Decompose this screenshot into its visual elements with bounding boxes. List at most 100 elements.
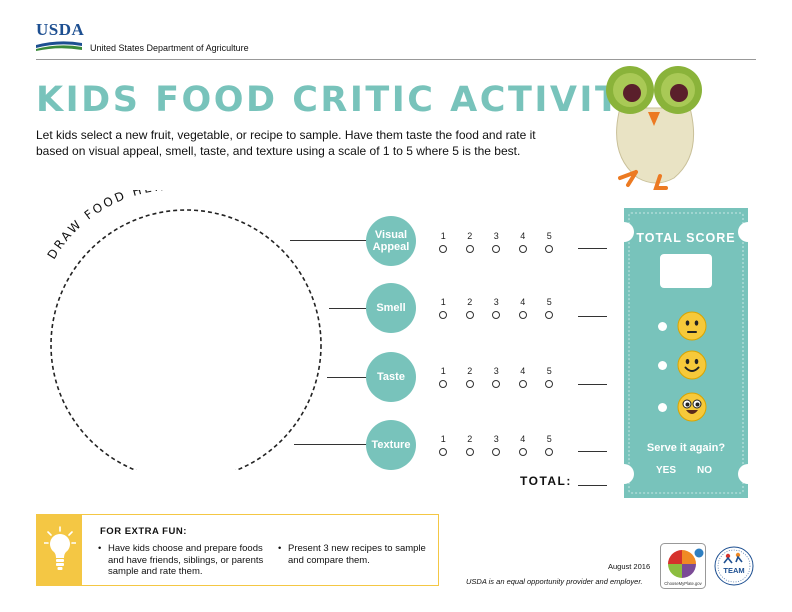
connector-line <box>329 308 370 309</box>
extra-fun-item-text: Have kids choose and prepare foods and h… <box>108 543 264 577</box>
face-option-smile <box>658 350 707 380</box>
scale-number: 3 <box>493 231 499 241</box>
rating-radio[interactable] <box>492 380 501 388</box>
smiling-face-icon <box>677 350 707 380</box>
total-score-box[interactable] <box>660 254 712 288</box>
total-line[interactable] <box>578 485 607 486</box>
total-score-title: TOTAL SCORE <box>636 231 736 245</box>
face-option-love <box>658 392 707 422</box>
rating-radio[interactable] <box>465 380 474 388</box>
header-divider <box>36 59 756 60</box>
equal-opportunity-statement: USDA is an equal opportunity provider an… <box>466 577 643 586</box>
rating-radio[interactable] <box>518 245 527 253</box>
scale-number: 2 <box>467 297 473 307</box>
scale-number: 1 <box>440 231 446 241</box>
extra-fun-item: • Present 3 new recipes to sample and co… <box>278 543 428 566</box>
extra-fun-box <box>36 514 439 586</box>
rating-radio[interactable] <box>492 245 501 253</box>
rating-radio[interactable] <box>439 311 448 319</box>
scale-number: 2 <box>467 366 473 376</box>
rating-radio[interactable] <box>492 311 501 319</box>
neutral-face-icon <box>677 311 707 341</box>
scale-number: 1 <box>440 297 446 307</box>
total-label: TOTAL: <box>520 474 572 488</box>
serve-again-yes[interactable]: YES <box>656 465 677 476</box>
scale-number: 1 <box>440 366 446 376</box>
rating-radio[interactable] <box>492 448 501 456</box>
category-taste: Taste <box>366 352 416 402</box>
score-line-visual-appeal[interactable] <box>578 248 607 249</box>
department-name: United States Department of Agriculture <box>90 43 249 53</box>
draw-food-prompt: DRAW FOOD HERE! <box>45 190 184 262</box>
draw-food-area[interactable]: DRAW FOOD HERE! <box>40 190 330 470</box>
rating-radio[interactable] <box>545 245 554 253</box>
scale-number: 4 <box>520 297 526 307</box>
rating-scale-taste: 1 2 3 4 5 <box>430 366 563 388</box>
rating-scale-smell: 1 2 3 4 5 <box>430 297 563 319</box>
rating-radio[interactable] <box>545 311 554 319</box>
team-nutrition-logo: TEAM <box>714 546 754 586</box>
kiwi-owl-illustration <box>606 66 702 190</box>
heart-eyes-face-icon <box>677 392 707 422</box>
connector-line <box>290 240 370 241</box>
rating-radio[interactable] <box>545 448 554 456</box>
category-texture: Texture <box>366 420 416 470</box>
face-radio[interactable] <box>658 402 667 412</box>
scale-number: 3 <box>493 366 499 376</box>
rating-radio[interactable] <box>545 380 554 388</box>
lightbulb-icon <box>44 526 76 570</box>
rating-radio[interactable] <box>518 448 527 456</box>
intro-text: Let kids select a new fruit, vegetable, … <box>36 128 536 158</box>
serve-again-question: Serve it again? <box>646 442 726 454</box>
extra-fun-title: FOR EXTRA FUN: <box>100 526 187 537</box>
face-radio[interactable] <box>658 360 667 370</box>
category-label: Smell <box>376 302 406 314</box>
rating-radio[interactable] <box>518 380 527 388</box>
scale-number: 2 <box>467 231 473 241</box>
rating-radio[interactable] <box>439 380 448 388</box>
scale-number: 3 <box>493 297 499 307</box>
usda-logo-swoosh-icon <box>36 41 82 51</box>
scale-number: 3 <box>493 434 499 444</box>
scale-number: 4 <box>520 366 526 376</box>
scale-number: 5 <box>546 231 552 241</box>
rating-radio[interactable] <box>465 311 474 319</box>
rating-radio[interactable] <box>439 448 448 456</box>
score-line-texture[interactable] <box>578 451 607 452</box>
score-line-smell[interactable] <box>578 316 607 317</box>
category-label: Taste <box>377 371 405 383</box>
connector-line <box>294 444 370 445</box>
rating-radio[interactable] <box>465 245 474 253</box>
rating-radio[interactable] <box>465 448 474 456</box>
usda-logo-text: USDA <box>36 20 85 39</box>
scale-number: 5 <box>546 297 552 307</box>
extra-fun-item: • Have kids choose and prepare foods and… <box>98 543 273 578</box>
scale-number: 4 <box>520 231 526 241</box>
rating-radio[interactable] <box>518 311 527 319</box>
rating-scale-texture: 1 2 3 4 5 <box>430 434 563 456</box>
category-smell: Smell <box>366 283 416 333</box>
serve-again-no[interactable]: NO <box>697 465 712 476</box>
scale-number: 4 <box>520 434 526 444</box>
bullet-icon: • <box>278 543 282 554</box>
category-label: Visual <box>374 229 408 241</box>
bullet-icon: • <box>98 543 102 554</box>
scale-number: 1 <box>440 434 446 444</box>
scale-number: 2 <box>467 434 473 444</box>
publication-date: August 2016 <box>608 562 651 571</box>
usda-logo: USDA <box>36 20 85 52</box>
category-label: Texture <box>371 439 411 451</box>
myplate-logo-text: ChooseMyPlate.gov <box>664 581 702 586</box>
category-visual-appeal: Visual Appeal <box>366 216 416 266</box>
face-radio[interactable] <box>658 321 667 331</box>
extra-fun-item-text: Present 3 new recipes to sample and comp… <box>288 543 426 566</box>
myplate-logo: ChooseMyPlate.gov <box>660 543 706 589</box>
team-logo-text: TEAM <box>723 566 744 575</box>
rating-scale-visual-appeal: 1 2 3 4 5 <box>430 231 563 253</box>
face-option-neutral <box>658 311 707 341</box>
score-line-taste[interactable] <box>578 384 607 385</box>
rating-radio[interactable] <box>439 245 448 253</box>
page-title: KIDS FOOD CRITIC ACTIVITY <box>36 80 650 120</box>
scale-number: 5 <box>546 366 552 376</box>
scale-number: 5 <box>546 434 552 444</box>
